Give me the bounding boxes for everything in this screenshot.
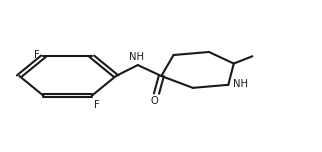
Text: NH: NH (233, 79, 249, 89)
Text: F: F (94, 100, 100, 110)
Text: O: O (150, 96, 158, 106)
Text: NH: NH (129, 52, 144, 62)
Text: F: F (34, 50, 40, 60)
